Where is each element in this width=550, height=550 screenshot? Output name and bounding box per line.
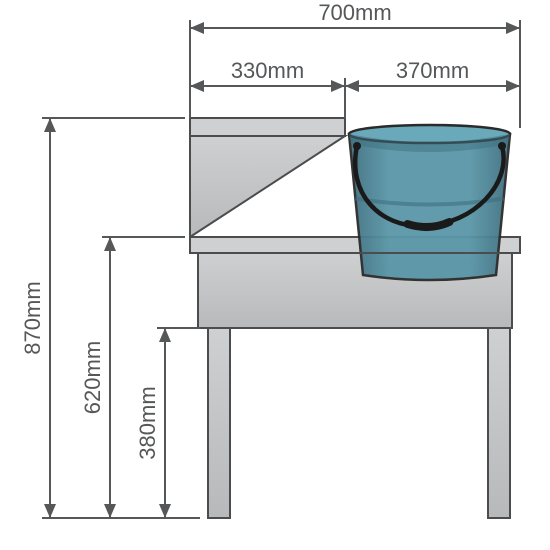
dim-label: 370mm <box>396 58 469 83</box>
dim-label: 330mm <box>231 58 304 83</box>
arrowhead-up <box>104 237 116 251</box>
dim-label: 700mm <box>318 0 391 25</box>
dim-label: 380mm <box>135 386 160 459</box>
dim-label: 870mm <box>20 281 45 354</box>
hopper-body <box>190 136 345 237</box>
arrowhead-up <box>159 328 171 342</box>
arrowhead-down <box>159 504 171 518</box>
arrowhead-right <box>506 80 520 92</box>
arrowhead-right <box>331 80 345 92</box>
arrowhead-left <box>190 80 204 92</box>
table-leg-right <box>488 328 510 518</box>
arrowhead-left <box>345 80 359 92</box>
arrowhead-down <box>44 504 56 518</box>
arrowhead-right <box>506 22 520 34</box>
dim-label: 620mm <box>80 341 105 414</box>
arrowhead-up <box>44 118 56 132</box>
arrowhead-down <box>104 504 116 518</box>
arrowhead-left <box>190 22 204 34</box>
table-leg-left <box>208 328 230 518</box>
hopper-top <box>190 118 345 136</box>
